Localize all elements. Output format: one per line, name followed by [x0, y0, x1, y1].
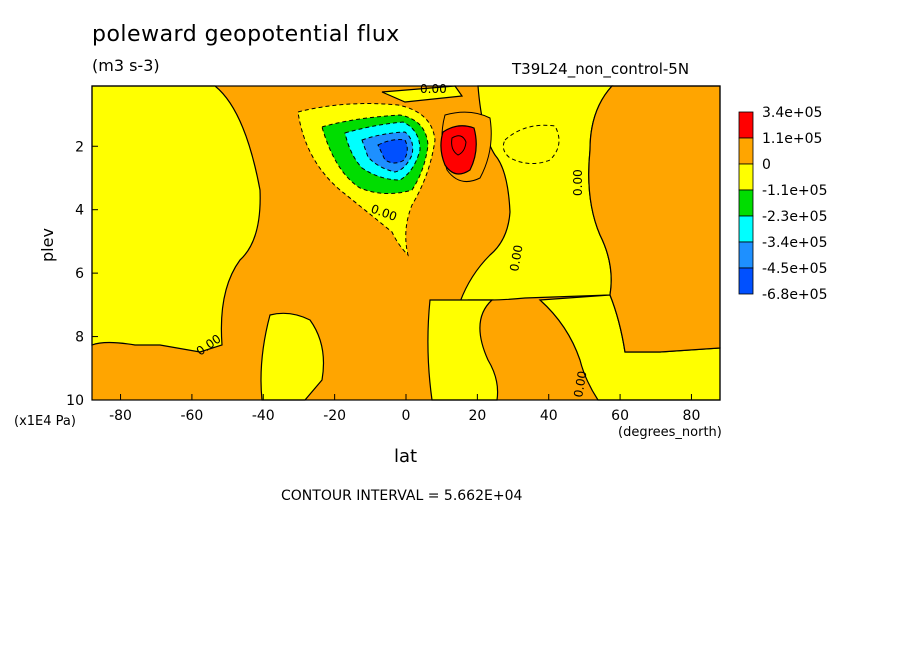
legend-level-label: -1.1e+05 — [762, 183, 827, 199]
chart-units: (m3 s-3) — [92, 56, 160, 75]
chart-title: poleward geopotential flux — [92, 22, 400, 47]
y-tick-label: 2 — [75, 139, 84, 155]
x-tick-label: -20 — [323, 408, 346, 424]
legend-swatch — [738, 137, 754, 165]
x-ticks: -80 -60 -40 -20 0 20 40 60 80 — [109, 394, 700, 424]
legend-level-label: -6.8e+05 — [762, 287, 827, 303]
legend-swatch — [738, 189, 754, 217]
legend-level-label: 1.1e+05 — [762, 131, 822, 147]
contour-label-4: 0.00 — [507, 244, 525, 273]
yellow-regions — [91, 85, 721, 401]
y-tick-label: 4 — [75, 203, 84, 219]
legend-swatch — [738, 163, 754, 191]
contour-interval-note: CONTOUR INTERVAL = 5.662E+04 — [281, 488, 523, 504]
upper-center-yellow-strip — [381, 85, 464, 103]
contour-label-1: 0.00 — [420, 82, 447, 96]
weak-negative-contour — [502, 124, 560, 164]
x-tick-label: 60 — [611, 408, 629, 424]
x-tick-label: -80 — [109, 408, 132, 424]
negative-minimum — [297, 103, 436, 257]
y-tick-label: 10 — [66, 393, 84, 409]
legend-level-label: 0 — [762, 157, 771, 173]
x-tick-label: 20 — [468, 408, 486, 424]
contour-label-5: 0.00 — [571, 169, 585, 196]
y-tick-label: 6 — [75, 266, 84, 282]
legend-swatch — [738, 111, 754, 139]
x-tick-label: 40 — [540, 408, 558, 424]
center-yellow-region — [260, 312, 325, 401]
right-orange-region — [588, 85, 721, 353]
legend-level-label: -3.4e+05 — [762, 235, 827, 251]
color-legend: 3.4e+05 1.1e+05 0 -1.1e+05 -2.3e+05 -3.4e+05 -… — [738, 105, 827, 303]
legend-level-label: -2.3e+05 — [762, 209, 827, 225]
y-axis-units: (x1E4 Pa) — [14, 414, 76, 429]
run-label: T39L24_non_control-5N — [512, 60, 690, 78]
x-axis-units: (degrees_north) — [618, 425, 722, 440]
legend-swatch — [738, 241, 754, 269]
y-tick-label: 8 — [75, 330, 84, 346]
x-tick-label: 0 — [402, 408, 411, 424]
positive-maximum — [440, 111, 492, 183]
y-ticks: 2 4 6 8 10 — [66, 139, 98, 409]
contour-label-6: 0.00 — [571, 370, 589, 399]
x-tick-label: -40 — [252, 408, 275, 424]
x-tick-label: -60 — [180, 408, 203, 424]
x-axis-label: lat — [394, 446, 418, 467]
legend-swatch — [738, 215, 754, 243]
lower-middle-yellow-region — [427, 299, 499, 401]
left-yellow-region — [91, 85, 261, 353]
legend-level-label: 3.4e+05 — [762, 105, 822, 121]
legend-swatch — [738, 267, 754, 295]
x-tick-label: 80 — [683, 408, 701, 424]
legend-level-label: -4.5e+05 — [762, 261, 827, 277]
